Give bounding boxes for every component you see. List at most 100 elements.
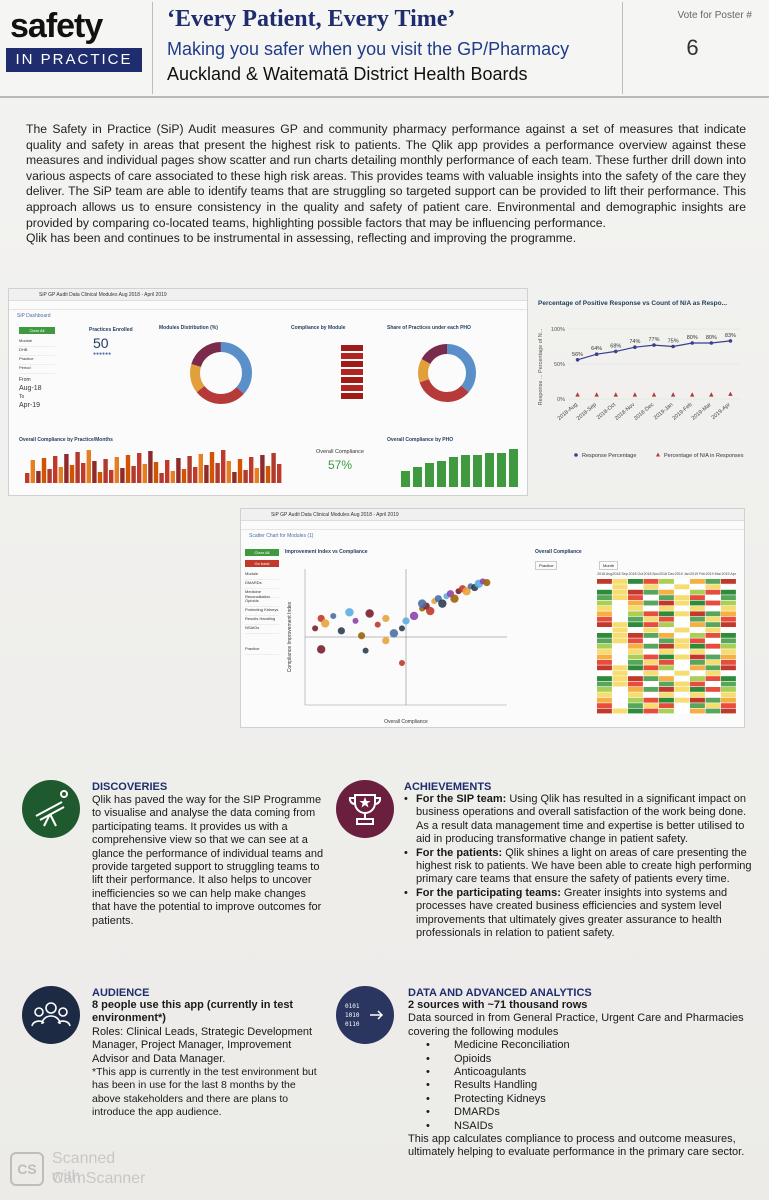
heatmap-cell (674, 660, 690, 665)
heatmap-cell (674, 627, 690, 633)
go-back-button[interactable]: Go back (245, 560, 279, 567)
audience-subtitle: 8 people use this app (currently in test… (92, 999, 294, 1025)
heatmap-cell (643, 643, 659, 649)
heatmap-column-label: 2018 Oct (628, 572, 643, 576)
legend-response: Response Percentage (582, 453, 636, 459)
practice-bar (226, 461, 231, 483)
compliance-by-practice-chart: Overall Compliance by Practice/Months (19, 437, 291, 495)
heatmap-cell (643, 622, 659, 627)
heatmap-cell (612, 708, 628, 714)
module-item: Opioids (424, 1053, 752, 1067)
heatmap-cell (659, 595, 674, 600)
heatmap-cell (643, 654, 659, 660)
filter-dmards[interactable]: DMARDs (245, 580, 279, 589)
clear-all-button[interactable]: Clear All (19, 327, 55, 334)
na-point (670, 392, 676, 397)
heatmap-cell (597, 703, 612, 708)
heatmap-cell (597, 643, 612, 649)
heatmap-cell (659, 676, 674, 681)
heatmap-column-label: 2019 Jan (675, 572, 690, 576)
heatmap-cell (612, 703, 628, 708)
heatmap-cell (597, 633, 612, 638)
heatmap-cell (597, 676, 612, 681)
heatmap-cell (705, 633, 721, 638)
pho-bar (425, 463, 434, 487)
heatmap-cell (721, 611, 736, 617)
heatmap-cell (628, 649, 643, 654)
heatmap-cell (643, 708, 659, 714)
scatter-point (398, 659, 405, 666)
heatmap-cell (659, 660, 674, 665)
scatter-point (316, 645, 326, 654)
heatmap-cell (643, 676, 659, 681)
heatmap-cell (721, 595, 736, 600)
safety-in-practice-logo: safety IN PRACTICE (6, 8, 142, 76)
heatmap-cell (612, 600, 628, 606)
to-label: To (19, 394, 25, 400)
heatmap-cell (612, 660, 628, 665)
binary-data-icon: 0101 1010 0110 (336, 986, 394, 1044)
scatter-point (352, 617, 359, 624)
heatmap-cell (674, 649, 690, 654)
filter-module[interactable]: Module (19, 338, 55, 347)
filter-dhb[interactable]: DHB (19, 347, 55, 356)
vote-number: 6 (686, 35, 699, 60)
heatmap-cell (597, 660, 612, 665)
response-point (633, 345, 637, 349)
heatmap-cell (659, 692, 674, 698)
heatmap-cell (643, 589, 659, 595)
module-item: Anticoagulants (424, 1066, 752, 1080)
filter-practice-2[interactable]: Practice (245, 646, 279, 655)
heatmap-cell (705, 589, 721, 595)
filter-results-handling[interactable]: Results Handling (245, 616, 279, 625)
from-value: Aug-18 (19, 385, 42, 392)
selection-bar (9, 301, 527, 310)
heatmap-cell (721, 681, 736, 687)
heatmap-cell (674, 606, 690, 611)
filter-protecting-kidneys[interactable]: Protecting Kidneys (245, 607, 279, 616)
heatmap-cell (628, 595, 643, 600)
heatmap-cell (597, 611, 612, 617)
filter-medicine-reconciliation[interactable]: Medicine Reconciliation (245, 589, 279, 599)
analytics-subtitle: 2 sources with ~71 thousand rows (408, 999, 588, 1011)
response-point (709, 341, 714, 345)
clear-all-button-2[interactable]: Clear All (245, 549, 279, 556)
heatmap-cell (612, 654, 628, 660)
filter-opioids[interactable]: Opioids (245, 598, 279, 607)
heatmap-cell (597, 622, 612, 627)
heatmap-month-filter[interactable]: Month (599, 561, 619, 570)
practice-bar (131, 466, 136, 483)
scatter-point (365, 609, 374, 618)
scatter-chart: Improvement Index vs Compliance Overall … (285, 549, 515, 729)
selection-bar-2 (241, 521, 744, 530)
module-list: Medicine Reconciliation Opioids Anticoag… (424, 1039, 752, 1133)
filter-nsaids[interactable]: NSAIDs (245, 625, 279, 634)
practice-bar (64, 454, 69, 483)
practice-bar (69, 465, 75, 483)
practice-bar (58, 467, 63, 483)
na-point (690, 392, 695, 397)
heatmap-cell (721, 600, 736, 606)
heatmap-column-label: 2018 Aug (597, 572, 612, 576)
scatter-point (389, 629, 399, 638)
practice-bar (25, 473, 30, 483)
heatmap-cell (628, 611, 643, 617)
heatmap-cell (690, 600, 705, 606)
filter-practice[interactable]: Practice (19, 356, 55, 365)
overall-compliance-value: 57% (327, 458, 353, 472)
heatmap-cell (674, 611, 690, 617)
practice-bar (41, 458, 47, 483)
scatter-point (321, 619, 330, 628)
watermark-line1: Scanned with (52, 1150, 116, 1185)
heatmap-cell (659, 600, 674, 606)
heatmap-cell (690, 676, 705, 681)
filter-period[interactable]: Period (19, 365, 55, 374)
vote-box: Vote for Poster # 6 (622, 2, 762, 94)
heatmap-cell (659, 584, 674, 590)
heatmap-practice-filter[interactable]: Practice (535, 561, 558, 570)
filter-module-2[interactable]: Module (245, 571, 279, 580)
heatmap-cell (628, 622, 643, 627)
heatmap-cell (628, 708, 643, 714)
heatmap-cell (628, 600, 643, 606)
